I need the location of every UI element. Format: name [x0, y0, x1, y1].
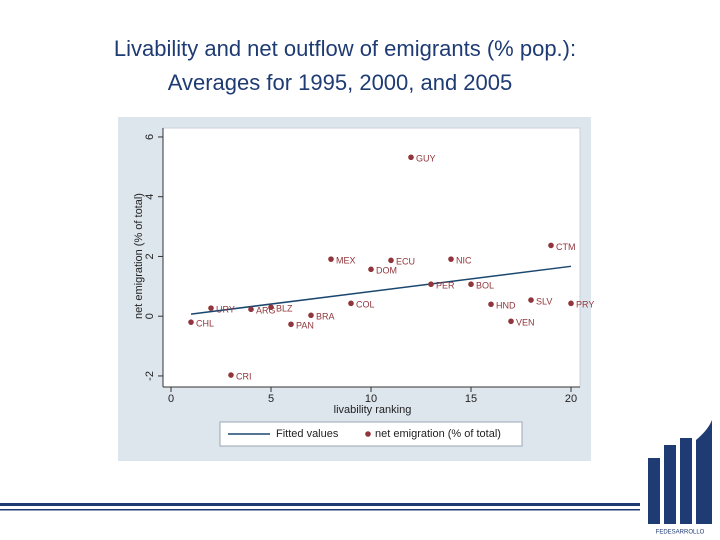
- point-label: GUY: [416, 154, 436, 164]
- point: [548, 242, 554, 249]
- point: [448, 256, 454, 262]
- y-tick-label: 0: [144, 313, 156, 319]
- point: [328, 256, 334, 262]
- point: [228, 372, 234, 378]
- legend-label: net emigration (% of total): [375, 428, 501, 440]
- fitted-line: [190, 265, 572, 315]
- point: [468, 281, 474, 288]
- point: [188, 319, 194, 325]
- point: [208, 305, 214, 311]
- x-tick-label: 5: [268, 393, 274, 405]
- point: [388, 257, 394, 264]
- point-label: SLV: [536, 296, 552, 306]
- point-label: PER: [436, 281, 455, 291]
- point-label: PRY: [576, 300, 594, 310]
- point-label: CHL: [196, 319, 214, 329]
- title-line: Livability and net outflow of emigrants …: [114, 36, 576, 61]
- point-label: COL: [356, 300, 375, 310]
- logo-text: FEDESARROLLO: [656, 530, 705, 536]
- point-label: CRI: [236, 371, 252, 381]
- y-tick-label: 2: [144, 253, 156, 259]
- footer-stripe: [0, 509, 640, 511]
- x-tick-label: 15: [465, 393, 477, 405]
- point-label: PAN: [296, 321, 314, 331]
- point: [428, 281, 434, 288]
- y-tick-label: 6: [144, 134, 156, 140]
- point: [268, 304, 274, 311]
- plot-area: [162, 127, 581, 388]
- footer-stripe: [0, 503, 640, 506]
- point-label: BOL: [476, 281, 494, 291]
- x-tick-label: 20: [565, 393, 577, 405]
- point-label: BRA: [316, 312, 335, 322]
- point: [508, 318, 514, 325]
- point-label: DOM: [376, 266, 397, 276]
- y-tick-label: -2: [144, 371, 156, 381]
- point: [488, 301, 494, 308]
- point-label: URY: [216, 305, 235, 315]
- point: [528, 297, 534, 303]
- point-label: NIC: [456, 256, 472, 266]
- point: [308, 312, 314, 319]
- point-label: ARG: [256, 306, 276, 316]
- point-label: ECU: [396, 257, 415, 267]
- logo-bar: [680, 438, 692, 524]
- x-axis-title: livability ranking: [334, 404, 412, 416]
- point-label: VEN: [516, 318, 535, 328]
- logo-bar: [648, 458, 660, 524]
- point-label: MEX: [336, 256, 356, 266]
- point: [368, 266, 374, 273]
- legend-swatch: [365, 431, 371, 437]
- point: [568, 300, 574, 307]
- title-line: Averages for 1995, 2000, and 2005: [168, 70, 513, 95]
- x-tick-label: 0: [168, 393, 174, 405]
- point: [348, 300, 354, 307]
- y-tick-label: 4: [144, 194, 156, 200]
- x-tick-label: 10: [365, 393, 377, 405]
- point: [288, 321, 294, 328]
- logo-bar: [664, 445, 676, 524]
- point-label: BLZ: [276, 304, 293, 314]
- legend-box: [219, 421, 523, 447]
- logo-bar: [696, 420, 712, 524]
- point: [248, 306, 254, 313]
- point-label: CTM: [556, 242, 576, 252]
- y-axis-title: net emigration (% of total): [133, 193, 145, 319]
- point-label: HND: [496, 301, 516, 311]
- point: [408, 154, 414, 161]
- legend-label: Fitted values: [276, 428, 339, 440]
